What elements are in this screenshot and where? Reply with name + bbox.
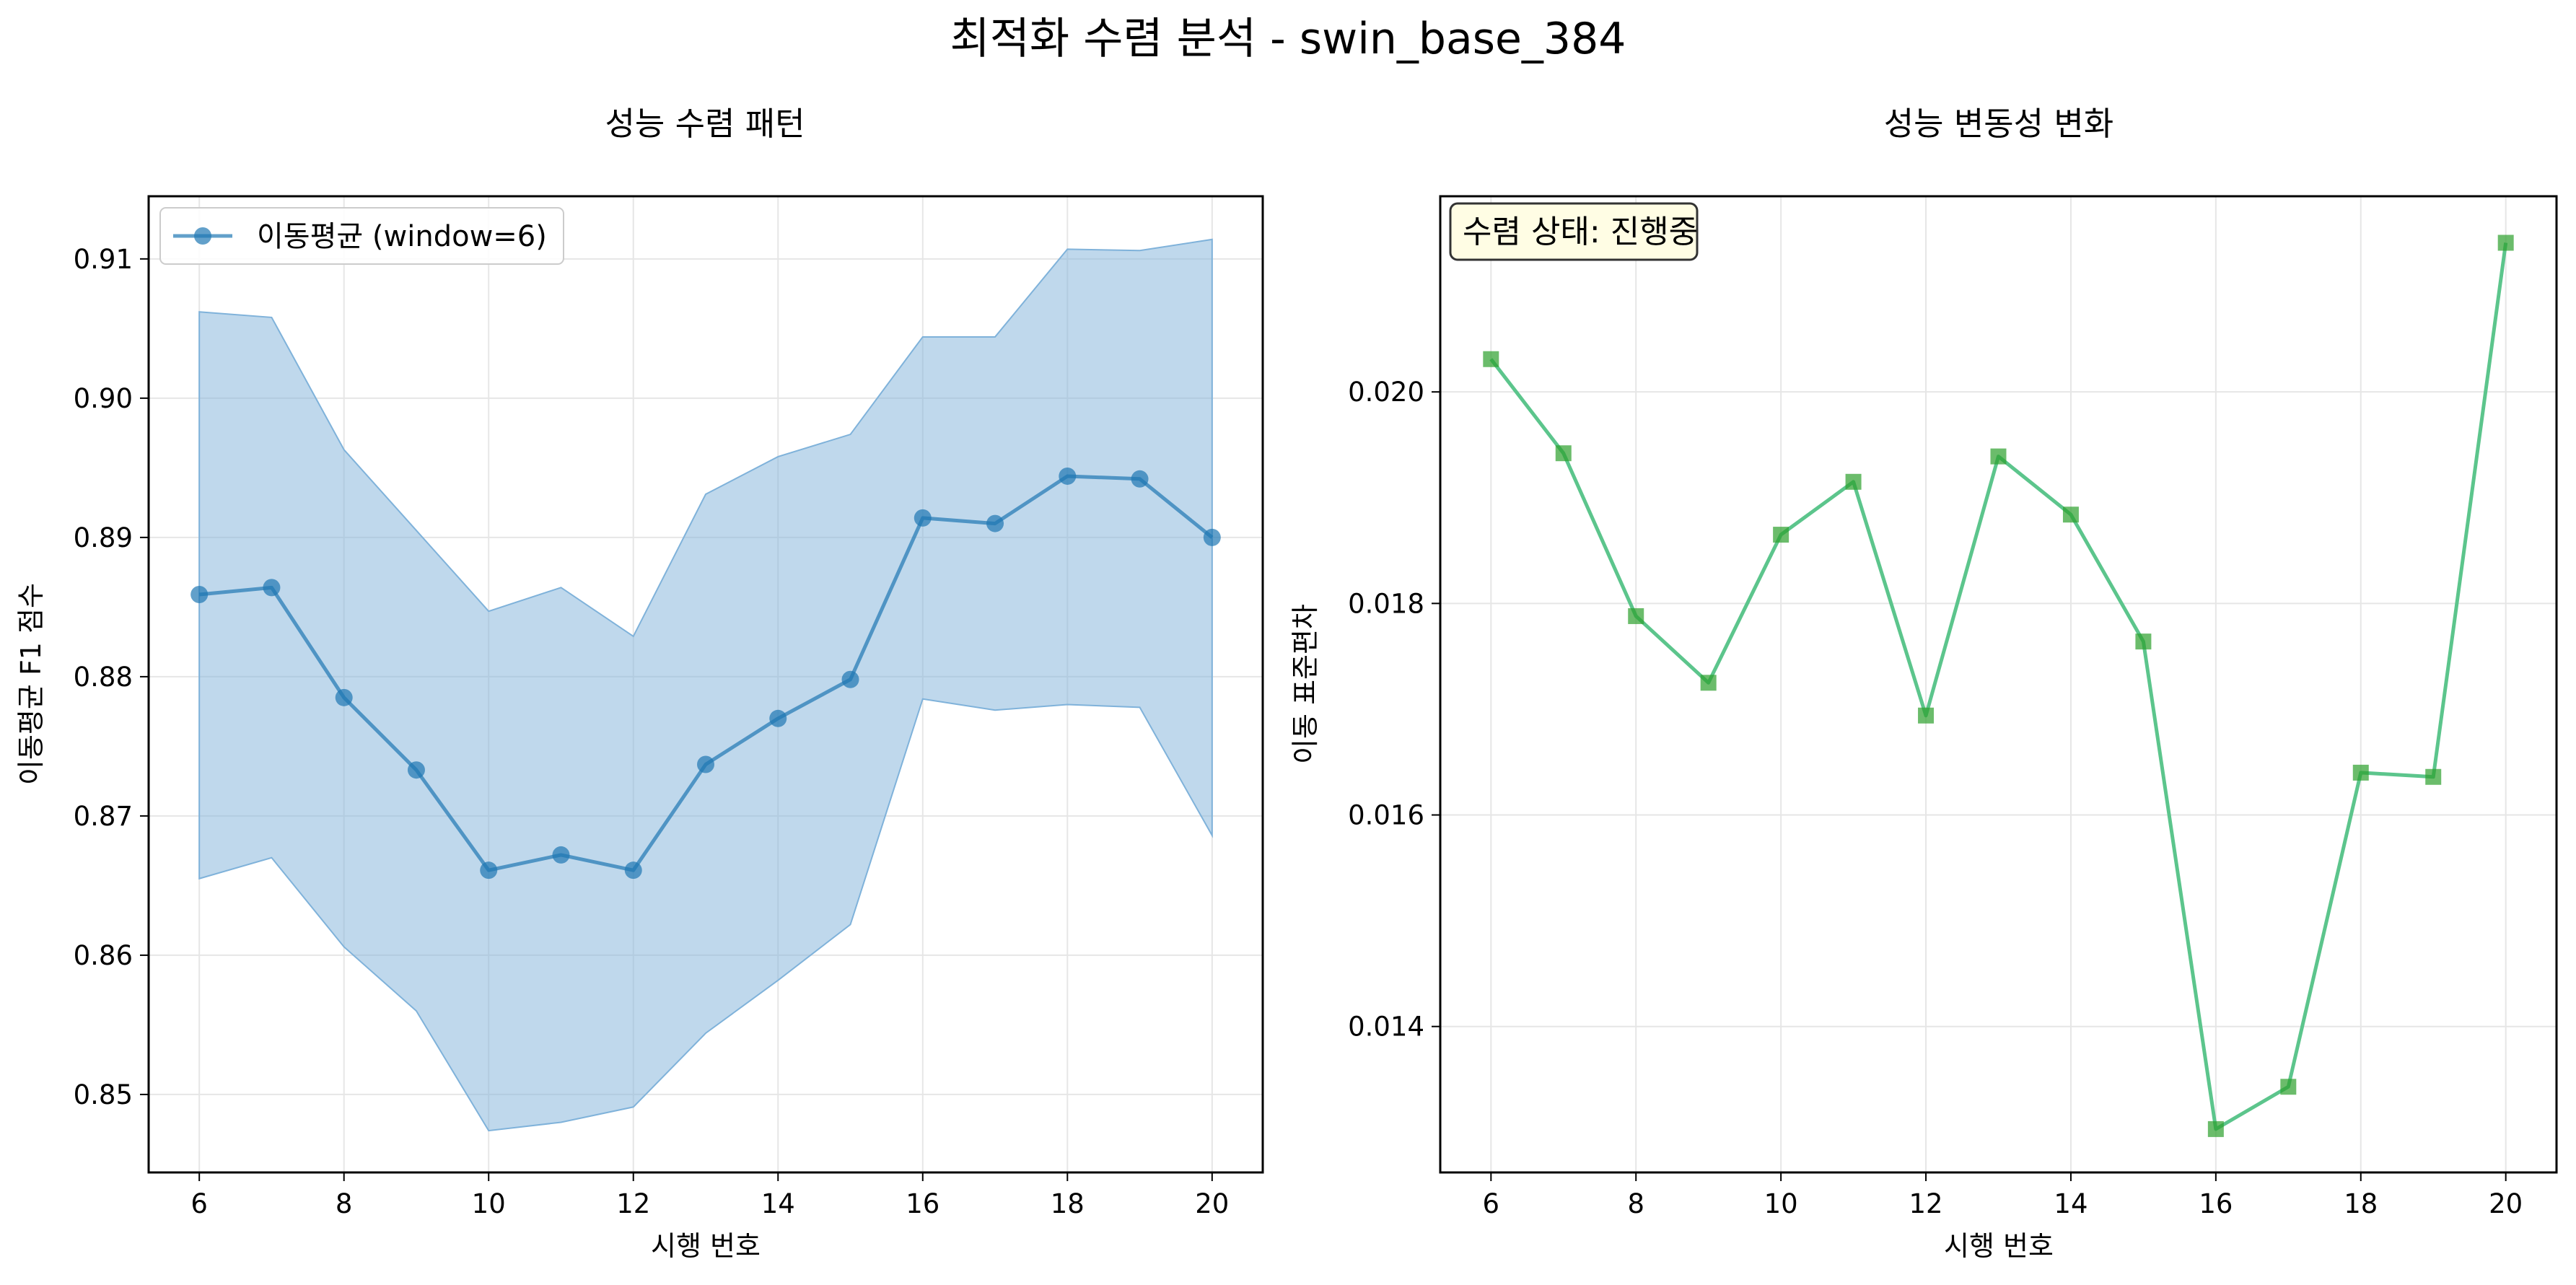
right-chart-point: [2062, 506, 2079, 523]
left-chart-point: [697, 755, 714, 773]
left-chart-xtick-label: 14: [761, 1188, 795, 1219]
confidence-band: [198, 238, 1213, 1132]
convergence-status-box: 수렴 상태: 진행중: [1449, 202, 1699, 261]
left-chart-xtick-label: 12: [616, 1188, 650, 1219]
left-chart-ytick-label: 0.86: [74, 940, 133, 971]
left-chart-xtick-label: 18: [1051, 1188, 1085, 1219]
status-box-frame: [1449, 202, 1699, 261]
right-chart-point: [1555, 445, 1572, 462]
right-chart-xlabel: 시행 번호: [1944, 1230, 2054, 1262]
left-chart-xtick-label: 20: [1195, 1188, 1229, 1219]
right-chart-xtick-label: 12: [1909, 1188, 1942, 1219]
left-chart-point: [769, 709, 787, 727]
right-chart-xtick-label: 20: [2489, 1188, 2523, 1219]
figure-title: 최적화 수렴 분석 - swin_base_384: [950, 14, 1626, 64]
left-chart-point: [1203, 528, 1221, 546]
right-chart-point: [1773, 527, 1789, 543]
right-chart-ytick-label: 0.016: [1348, 800, 1424, 831]
left-chart-point: [986, 514, 1004, 532]
right-chart-grid: [1440, 196, 2557, 1172]
left-chart-series: [190, 467, 1221, 880]
legend-marker-swatch: [194, 227, 211, 245]
right-chart-point: [2352, 764, 2369, 781]
right-chart-ytick-label: 0.014: [1348, 1012, 1424, 1043]
right-chart-ylabel: 이동 표준편차: [1289, 604, 1321, 764]
left-chart-ytick-label: 0.87: [74, 801, 133, 832]
left-chart-frame: [147, 195, 1264, 1174]
left-chart-ytick-label: 0.85: [74, 1079, 133, 1110]
right-chart-xtick-label: 8: [1627, 1188, 1644, 1219]
left-chart-point: [480, 861, 498, 880]
left-chart-point: [407, 761, 425, 779]
left-chart-point: [841, 670, 859, 688]
right-chart-point: [1700, 675, 1717, 691]
left-chart-point: [335, 688, 353, 706]
left-chart-point: [190, 586, 209, 604]
right-chart-title: 성능 변동성 변화: [1884, 105, 2113, 143]
right-chart-point: [1483, 351, 1499, 367]
left-chart-ytick-label: 0.90: [74, 383, 133, 414]
right-chart-xtick-label: 16: [2199, 1188, 2233, 1219]
left-chart-xtick-label: 6: [190, 1188, 208, 1219]
right-chart-point: [1918, 707, 1935, 724]
right-chart-series: [1483, 234, 2514, 1137]
right-chart-point: [2135, 633, 2152, 650]
left-chart-ytick-label: 0.89: [74, 522, 133, 553]
legend-label: 이동평균 (window=6): [257, 220, 547, 253]
left-chart-point: [552, 846, 570, 864]
right-chart-ytick-label: 0.018: [1348, 588, 1424, 619]
left-chart-point: [1059, 467, 1077, 485]
left-chart-point: [263, 579, 281, 597]
right-chart-ticks: 6 8 10 12 14 16 18 20 0.014 0.016 0.018 0.020: [1348, 377, 2523, 1219]
convergence-status-text: 수렴 상태: 진행중: [1463, 214, 1698, 250]
right-chart-point: [2425, 768, 2442, 785]
right-chart-xtick-label: 14: [2054, 1188, 2087, 1219]
right-chart-point: [1990, 448, 2007, 465]
left-chart: 성능 수렴 패턴 6 8 10 12 14 16 18 20 0.85 0.86 0.87 0.88 0…: [15, 105, 1264, 1262]
right-chart-xtick-label: 18: [2344, 1188, 2378, 1219]
left-chart-ytick-label: 0.91: [74, 244, 133, 275]
left-chart-point: [624, 861, 642, 880]
right-chart-frame: [1439, 195, 2558, 1174]
left-chart-band: [198, 238, 1213, 1132]
left-chart-point: [914, 509, 932, 527]
right-chart-ytick-label: 0.020: [1348, 377, 1424, 408]
right-chart-point: [2280, 1079, 2297, 1095]
left-chart-ticks: 6 8 10 12 14 16 18 20 0.85 0.86 0.87 0.88 0.89 0.90 0.…: [74, 244, 1230, 1219]
right-chart-series-line: [1489, 242, 2508, 1131]
left-chart-title: 성능 수렴 패턴: [605, 105, 805, 143]
left-chart-xtick-label: 16: [906, 1188, 939, 1219]
right-chart: 성능 변동성 변화 6 8 10 12 14 16 18 20 0.014 0.016 0.018 0…: [1289, 105, 2558, 1262]
right-chart-point: [1845, 473, 1862, 490]
left-chart-xtick-label: 10: [472, 1188, 506, 1219]
right-chart-point: [2497, 234, 2514, 251]
left-chart-ylabel: 이동평균 F1 점수: [15, 583, 47, 785]
left-chart-point: [1131, 470, 1149, 488]
left-chart-xlabel: 시행 번호: [651, 1230, 761, 1262]
right-chart-point: [2207, 1120, 2224, 1137]
right-chart-point: [1628, 608, 1644, 624]
left-chart-ytick-label: 0.88: [74, 662, 133, 693]
right-chart-xtick-label: 10: [1764, 1188, 1798, 1219]
left-chart-xtick-label: 8: [336, 1188, 353, 1219]
right-chart-xtick-label: 6: [1483, 1188, 1500, 1219]
legend-frame: [159, 207, 564, 265]
left-chart-legend: 이동평균 (window=6): [159, 207, 564, 265]
